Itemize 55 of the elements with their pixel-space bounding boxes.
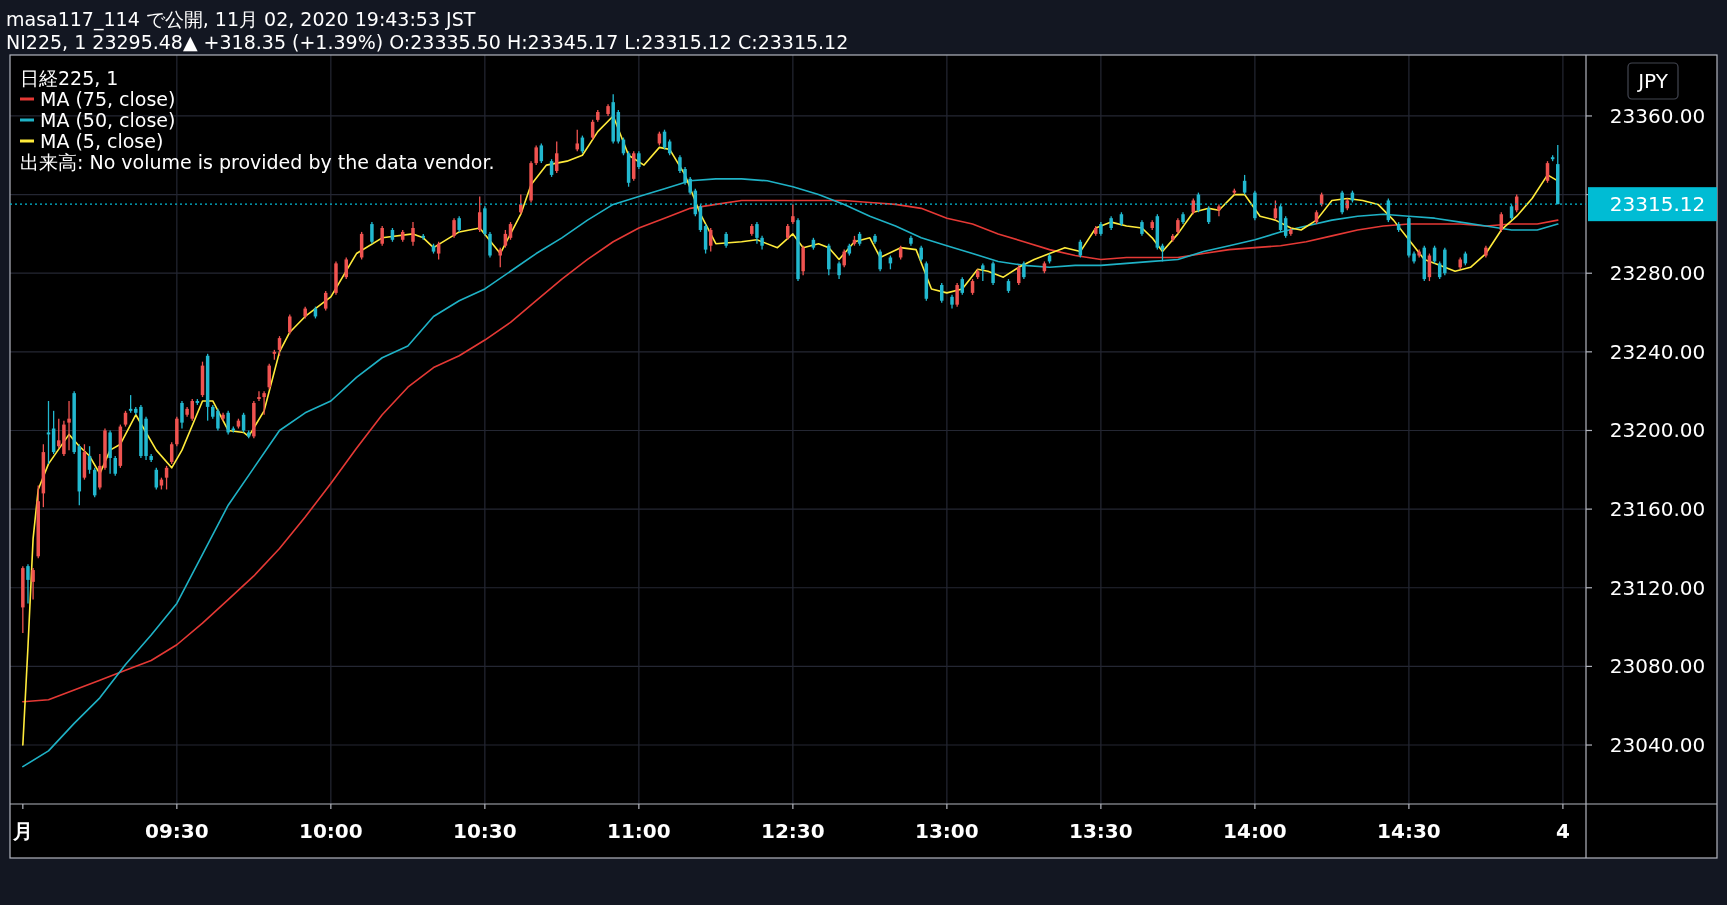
candlestick (991, 260, 995, 286)
y-tick-label: 23040.00 (1609, 733, 1706, 758)
chart-title: masa117_114 で公開, 11月 02, 2020 19:43:53 JST (6, 8, 476, 31)
candlestick (411, 221, 415, 247)
y-tick-label: 23280.00 (1609, 261, 1706, 286)
candlestick (519, 193, 523, 215)
chart-subtitle: NI225, 1 23295.48▲ +318.35 (+1.39%) O:23335.50 H:23345.17 L:23315.12 C:23315.12 (6, 31, 849, 53)
x-tick-label: 月 (11, 819, 33, 843)
candlestick (1443, 247, 1447, 276)
legend-label: MA (50, close) (40, 109, 176, 131)
candlestick (67, 400, 71, 451)
y-axis-title: JPY (1636, 69, 1669, 93)
candlestick (262, 390, 266, 416)
x-tick-label: 4 (1555, 819, 1570, 843)
ref-line-label: 23315.12 (1609, 192, 1706, 217)
y-tick-label: 23240.00 (1609, 339, 1706, 364)
candlestick (180, 400, 184, 430)
candlestick (488, 231, 492, 259)
candlestick (267, 362, 271, 390)
legend-title: 日経225, 1 (20, 67, 119, 89)
candlestick (801, 245, 805, 276)
candlestick (755, 221, 759, 245)
x-tick-label: 12:30 (761, 819, 825, 843)
x-tick-label: 11:00 (607, 819, 671, 843)
candlestick (452, 217, 456, 239)
candlestick (534, 144, 538, 166)
candlestick (257, 390, 261, 402)
candlestick (113, 455, 117, 477)
annotation: 出来高: No volume is provided by the data vendor. (20, 151, 495, 173)
candlestick (380, 225, 384, 247)
candlestick (1217, 203, 1221, 217)
candlestick (26, 563, 30, 605)
y-tick-label: 23360.00 (1609, 103, 1706, 128)
y-tick-label: 23200.00 (1609, 418, 1706, 443)
y-tick-label: 23080.00 (1609, 654, 1706, 679)
x-tick-label: 13:30 (1069, 819, 1133, 843)
x-tick-label: 10:00 (299, 819, 363, 843)
candlestick (31, 567, 35, 601)
x-tick-label: 14:30 (1377, 819, 1441, 843)
x-tick-label: 14:00 (1223, 819, 1287, 843)
x-tick-label: 13:00 (915, 819, 979, 843)
candlestick (827, 243, 831, 276)
candlestick (226, 410, 230, 436)
candlestick (1340, 190, 1344, 215)
candlestick (791, 203, 795, 225)
candlestick (370, 221, 374, 245)
y-tick-label: 23160.00 (1609, 497, 1706, 522)
legend-label: MA (5, close) (40, 130, 164, 152)
x-tick-label: 09:30 (145, 819, 209, 843)
candlestick (288, 313, 292, 335)
candlestick (878, 248, 882, 272)
y-tick-label: 23120.00 (1609, 575, 1706, 600)
x-tick-label: 10:30 (453, 819, 517, 843)
legend-label: MA (75, close) (40, 88, 176, 110)
candlestick (955, 282, 959, 308)
